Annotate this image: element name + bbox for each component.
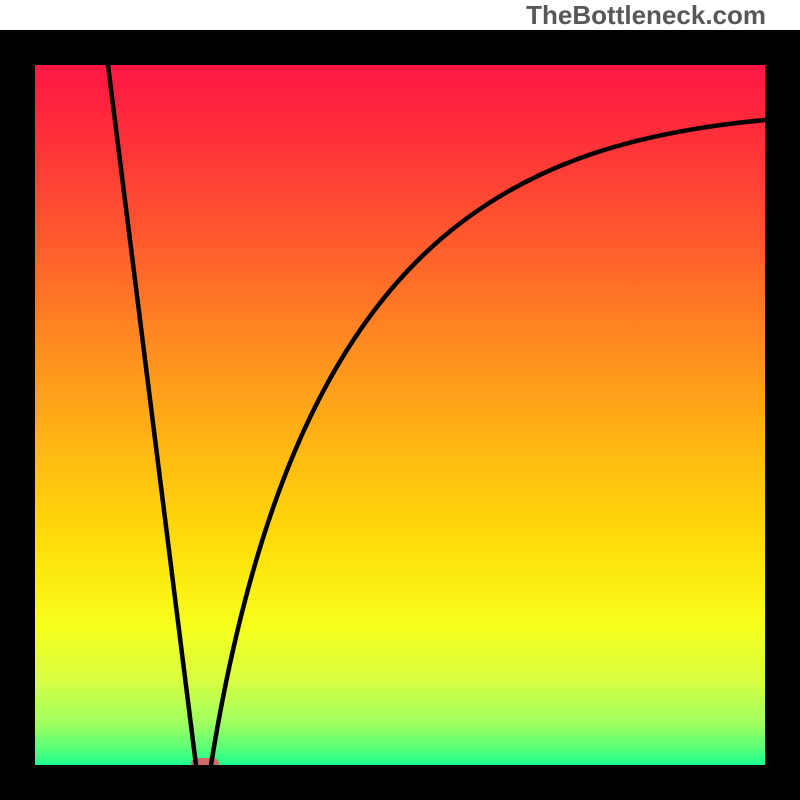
watermark-text: TheBottleneck.com [526,0,766,31]
plot-area [35,65,765,765]
chart-root: TheBottleneck.com [0,0,800,800]
curve-path [108,65,765,765]
bottleneck-curve [35,65,765,765]
